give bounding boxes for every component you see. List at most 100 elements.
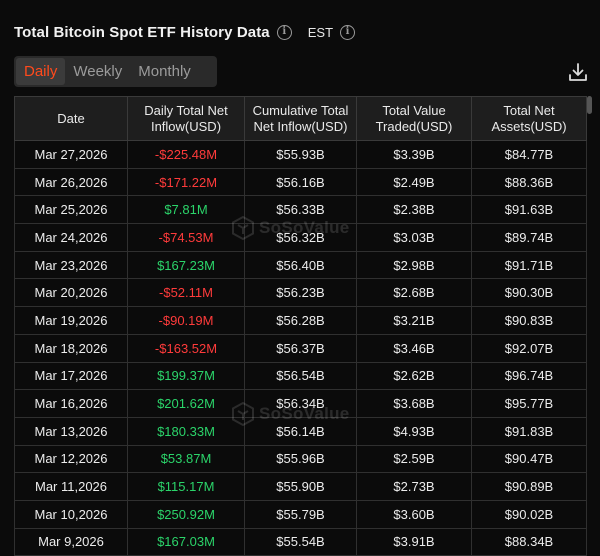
table-row: Mar 12,2026 $53.87M $55.96B $2.59B $90.47B: [14, 445, 587, 474]
value-traded-cell: $3.91B: [357, 528, 472, 556]
cumulative-inflow-cell: $56.40B: [245, 251, 357, 280]
date-cell: Mar 24,2026: [14, 224, 128, 252]
page-title: Total Bitcoin Spot ETF History Data: [14, 23, 270, 41]
net-assets-cell: $84.77B: [472, 141, 587, 169]
timezone-info-icon[interactable]: i: [340, 24, 356, 40]
date-cell: Mar 19,2026: [14, 307, 128, 335]
table-row: Mar 11,2026 $115.17M $55.90B $2.73B $90.89B: [14, 473, 587, 501]
net-assets-cell: $88.36B: [472, 168, 587, 197]
date-cell: Mar 11,2026: [14, 473, 128, 501]
net-assets-cell: $96.74B: [472, 362, 587, 391]
date-cell: Mar 20,2026: [14, 279, 128, 308]
value-traded-cell: $2.62B: [357, 362, 472, 391]
daily-inflow-cell: $250.92M: [128, 500, 245, 529]
table-row: Mar 13,2026 $180.33M $56.14B $4.93B $91.83B: [14, 417, 587, 446]
download-icon[interactable]: [567, 61, 589, 83]
daily-inflow-cell: -$171.22M: [128, 168, 245, 197]
table-row: Mar 27,2026 -$225.48M $55.93B $3.39B $84.77B: [14, 141, 587, 169]
table-row: Mar 26,2026 -$171.22M $56.16B $2.49B $88.36B: [14, 168, 587, 197]
cumulative-inflow-cell: $55.90B: [245, 473, 357, 501]
net-assets-cell: $89.74B: [472, 224, 587, 252]
cumulative-inflow-cell: $56.14B: [245, 417, 357, 446]
date-cell: Mar 9,2026: [14, 528, 128, 556]
date-cell: Mar 18,2026: [14, 334, 128, 363]
daily-inflow-cell: $53.87M: [128, 445, 245, 474]
etf-history-table: Date Daily Total Net Inflow(USD) Cumulat…: [14, 96, 587, 556]
table-row: Mar 16,2026 $201.62M $56.34B $3.68B $95.77B: [14, 390, 587, 418]
table-row: Mar 17,2026 $199.37M $56.54B $2.62B $96.74B: [14, 362, 587, 391]
date-cell: Mar 13,2026: [14, 417, 128, 446]
cumulative-inflow-cell: $56.23B: [245, 279, 357, 308]
date-cell: Mar 25,2026: [14, 196, 128, 225]
value-traded-cell: $2.59B: [357, 445, 472, 474]
value-traded-cell: $3.60B: [357, 500, 472, 529]
page-header: Total Bitcoin Spot ETF History Data i ES…: [14, 20, 356, 44]
daily-inflow-cell: $167.03M: [128, 528, 245, 556]
table-row: Mar 20,2026 -$52.11M $56.23B $2.68B $90.30B: [14, 279, 587, 308]
net-assets-cell: $90.89B: [472, 473, 587, 501]
table-row: Mar 23,2026 $167.23M $56.40B $2.98B $91.71B: [14, 251, 587, 280]
period-tabs: Daily Weekly Monthly: [14, 56, 217, 87]
value-traded-cell: $3.68B: [357, 390, 472, 418]
net-assets-cell: $90.02B: [472, 500, 587, 529]
net-assets-cell: $92.07B: [472, 334, 587, 363]
value-traded-cell: $2.73B: [357, 473, 472, 501]
value-traded-cell: $4.93B: [357, 417, 472, 446]
net-assets-cell: $90.47B: [472, 445, 587, 474]
cumulative-inflow-cell: $56.28B: [245, 307, 357, 335]
net-assets-cell: $91.63B: [472, 196, 587, 225]
cumulative-inflow-cell: $56.16B: [245, 168, 357, 197]
daily-inflow-cell: -$74.53M: [128, 224, 245, 252]
net-assets-cell: $91.83B: [472, 417, 587, 446]
value-traded-cell: $2.68B: [357, 279, 472, 308]
value-traded-cell: $2.98B: [357, 251, 472, 280]
cumulative-inflow-cell: $55.79B: [245, 500, 357, 529]
tab-weekly[interactable]: Weekly: [73, 63, 123, 80]
info-icon[interactable]: i: [276, 24, 292, 40]
table-scrollbar[interactable]: [587, 96, 592, 114]
table-body: Mar 27,2026 -$225.48M $55.93B $3.39B $84.77B…: [14, 141, 587, 556]
daily-inflow-cell: -$225.48M: [128, 141, 245, 169]
column-header-value-traded[interactable]: Total Value Traded(USD): [357, 96, 472, 141]
daily-inflow-cell: -$163.52M: [128, 334, 245, 363]
column-header-date[interactable]: Date: [14, 96, 128, 141]
cumulative-inflow-cell: $55.54B: [245, 528, 357, 556]
daily-inflow-cell: $201.62M: [128, 390, 245, 418]
table-row: Mar 24,2026 -$74.53M $56.32B $3.03B $89.74B: [14, 224, 587, 252]
value-traded-cell: $3.03B: [357, 224, 472, 252]
daily-inflow-cell: $115.17M: [128, 473, 245, 501]
column-header-daily-inflow[interactable]: Daily Total Net Inflow(USD): [128, 96, 245, 141]
cumulative-inflow-cell: $56.33B: [245, 196, 357, 225]
cumulative-inflow-cell: $55.96B: [245, 445, 357, 474]
cumulative-inflow-cell: $56.32B: [245, 224, 357, 252]
cumulative-inflow-cell: $56.37B: [245, 334, 357, 363]
tab-daily[interactable]: Daily: [16, 58, 66, 85]
date-cell: Mar 16,2026: [14, 390, 128, 418]
table-row: Mar 18,2026 -$163.52M $56.37B $3.46B $92.07B: [14, 334, 587, 363]
column-header-cumulative-inflow[interactable]: Cumulative Total Net Inflow(USD): [245, 96, 357, 141]
daily-inflow-cell: $7.81M: [128, 196, 245, 225]
cumulative-inflow-cell: $56.54B: [245, 362, 357, 391]
date-cell: Mar 23,2026: [14, 251, 128, 280]
table-row: Mar 10,2026 $250.92M $55.79B $3.60B $90.02B: [14, 500, 587, 529]
date-cell: Mar 10,2026: [14, 500, 128, 529]
date-cell: Mar 12,2026: [14, 445, 128, 474]
timezone-label: EST: [307, 24, 334, 40]
column-header-net-assets[interactable]: Total Net Assets(USD): [472, 96, 587, 141]
daily-inflow-cell: -$52.11M: [128, 279, 245, 308]
date-cell: Mar 17,2026: [14, 362, 128, 391]
net-assets-cell: $90.83B: [472, 307, 587, 335]
daily-inflow-cell: $199.37M: [128, 362, 245, 391]
cumulative-inflow-cell: $56.34B: [245, 390, 357, 418]
table-header-row: Date Daily Total Net Inflow(USD) Cumulat…: [14, 96, 587, 141]
net-assets-cell: $90.30B: [472, 279, 587, 308]
daily-inflow-cell: $167.23M: [128, 251, 245, 280]
tab-monthly[interactable]: Monthly: [138, 63, 191, 80]
net-assets-cell: $95.77B: [472, 390, 587, 418]
cumulative-inflow-cell: $55.93B: [245, 141, 357, 169]
table-row: Mar 9,2026 $167.03M $55.54B $3.91B $88.34B: [14, 528, 587, 556]
daily-inflow-cell: $180.33M: [128, 417, 245, 446]
value-traded-cell: $3.21B: [357, 307, 472, 335]
value-traded-cell: $2.49B: [357, 168, 472, 197]
date-cell: Mar 26,2026: [14, 168, 128, 197]
